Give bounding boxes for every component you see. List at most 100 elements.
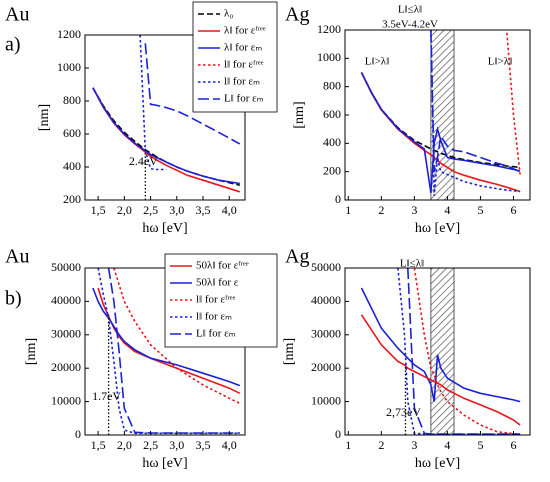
y-tick-label: 600 [63,126,81,140]
series-line [92,87,240,185]
plot-lines [92,35,241,193]
series-line [360,287,521,403]
legend-label: l‖ for εᶠʳᵉᵉ [196,294,236,306]
y-tick-label: 200 [63,192,81,206]
x-tick-label: 3,0 [169,203,184,217]
y-tick-label: 50000 [311,260,341,274]
panel: 1.7eV 1,5 2,0 2,5 3,0 3,5 4,0 0 10000 20000 30000 4… [5,246,278,471]
y-tick-label: 10000 [311,393,341,407]
legend-label: L‖ for εₘ [224,93,264,105]
x-axis-label: hω [eV] [415,221,460,236]
x-tick-label: 4 [444,203,450,217]
panel: 2.4eV 1,5 2,0 2,5 3,0 3,5 4,0 200 400 600 800 1000 1… [5,1,278,236]
series-line [407,268,521,435]
y-tick-label: 1200 [317,22,341,36]
y-tick-label: 40000 [311,293,341,307]
series-line [107,268,240,434]
y-tick-label: 50000 [51,260,81,274]
panel-title: Au [5,246,29,268]
plot-lines [360,268,521,435]
x-tick-label: 1 [345,203,351,217]
x-tick-label: 2,0 [117,203,132,217]
x-tick-label: 2 [378,438,384,452]
series-line [113,268,241,405]
y-tick-label: 20000 [311,360,341,374]
series-line [413,268,521,435]
series-line [430,30,521,173]
y-tick-label: 30000 [51,327,81,341]
marker-label: 2,73eV [386,405,421,419]
legend-label: λ₀ [224,8,233,20]
plot-frame [84,34,246,201]
x-axis-label: hω [eV] [142,456,187,471]
series-line [506,32,521,175]
x-tick-label: 2,5 [143,203,158,217]
y-tick-label: 400 [323,135,341,149]
y-tick-label: 10000 [51,393,81,407]
annotation: L‖≤λ‖ [400,258,424,270]
y-axis-label: [nm] [37,104,52,131]
legend-label: L‖ for εₘ [196,328,236,340]
series-line [360,72,521,194]
y-tick-label: 1200 [57,27,81,41]
y-tick-label: 200 [323,163,341,177]
panel-title: Ag [285,246,309,268]
plot-lines [92,268,241,435]
x-tick-label: 3,0 [169,438,184,452]
marker-label: 2.4eV [129,154,158,168]
legend-label: 50λ‖ for εᶠʳᵉᵉ [196,260,249,272]
x-tick-label: 3,5 [196,438,211,452]
x-tick-label: 6 [510,438,516,452]
y-tick-label: 800 [323,78,341,92]
x-tick-label: 1 [345,438,351,452]
plot-frame [344,267,531,436]
series-line [139,35,167,171]
y-tick-label: 30000 [311,327,341,341]
y-tick-label: 1000 [317,50,341,64]
legend-label: λ‖ for εₘ [224,42,262,54]
annotation: L‖>λ‖ [365,56,389,68]
x-tick-label: 6 [510,203,516,217]
y-tick-label: 400 [63,159,81,173]
panel-label: b) [5,288,22,310]
annotation: L‖≤λ‖ [398,4,422,16]
shaded-region [430,267,455,436]
annotation: L‖>λ‖ [488,56,512,68]
series-line [92,287,241,387]
y-tick-label: 0 [75,427,81,441]
legend-label: 50λ‖ for ε [196,277,239,289]
y-tick-label: 800 [63,93,81,107]
x-tick-label: 1,5 [91,438,106,452]
panel-title: Ag [285,4,309,26]
annotation: 3.5eV-4.2eV [382,19,438,31]
y-tick-label: 40000 [51,293,81,307]
series-line [360,72,521,169]
plot-lines [360,30,521,196]
y-tick-label: 600 [323,107,341,121]
x-axis-label: hω [eV] [142,221,187,236]
y-tick-label: 20000 [51,360,81,374]
series-line [97,268,240,435]
legend-label: l‖ for εₘ [196,311,232,323]
x-tick-label: 3,5 [196,203,211,217]
marker-label: 1.7eV [92,389,121,403]
x-tick-label: 5 [477,203,483,217]
y-axis-label: [nm] [282,338,297,365]
x-tick-label: 1,5 [91,203,106,217]
panel: 2,73eV 1 2 3 4 5 6 0 10000 20000 30000 40000 50000 hω… [282,246,531,471]
y-axis-label: [nm] [24,338,39,365]
x-tick-label: 4,0 [222,438,237,452]
legend-label: l‖ for εᶠʳᵉᵉ [224,59,264,71]
legend-box [192,1,278,113]
x-tick-label: 2,0 [117,438,132,452]
x-tick-label: 4,0 [222,203,237,217]
x-tick-label: 2,5 [143,438,158,452]
panel-label: a) [5,34,21,56]
y-axis-label: [nm] [292,101,307,128]
panel-title: Au [5,4,29,26]
x-tick-label: 2 [378,203,384,217]
x-tick-label: 3 [411,438,417,452]
legend-label: λ‖ for εᶠʳᵉᵉ [224,25,266,37]
